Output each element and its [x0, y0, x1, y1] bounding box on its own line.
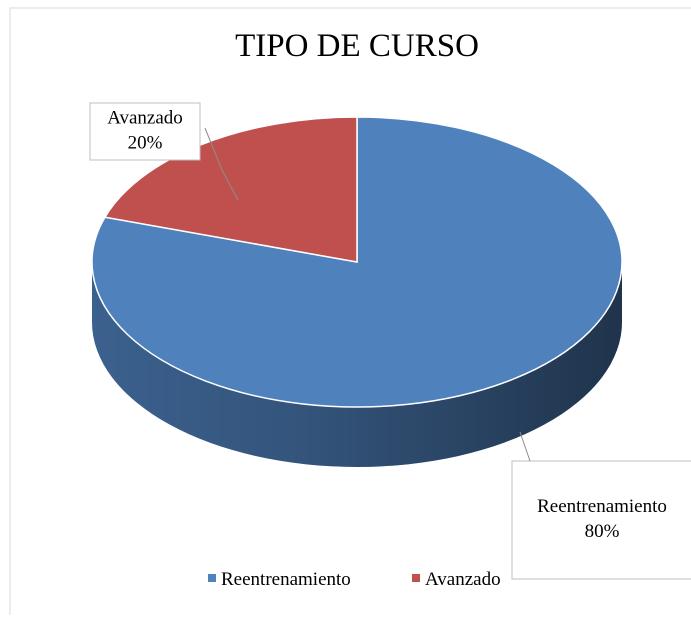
label-category: Avanzado [107, 108, 183, 129]
leader-line [519, 431, 531, 462]
label-value: 80% [585, 521, 620, 542]
data-labels: Reentrenamiento 80% Avanzado 20% [89, 102, 691, 580]
chart-title: TIPO DE CURSO [235, 28, 479, 64]
label-box [89, 102, 201, 161]
legend-label: Reentrenamiento [221, 569, 351, 590]
label-category: Reentrenamiento [537, 496, 667, 517]
legend-swatch [208, 574, 216, 582]
pie [91, 116, 623, 467]
label-box [511, 460, 691, 580]
slice [103, 116, 358, 263]
legend-label: Avanzado [425, 569, 501, 590]
legend-swatch [412, 574, 420, 582]
label-value: 20% [128, 133, 163, 154]
leader-line [204, 127, 239, 201]
legend: Reentrenamiento Avanzado [208, 569, 501, 590]
slice-side-shade [92, 262, 622, 467]
